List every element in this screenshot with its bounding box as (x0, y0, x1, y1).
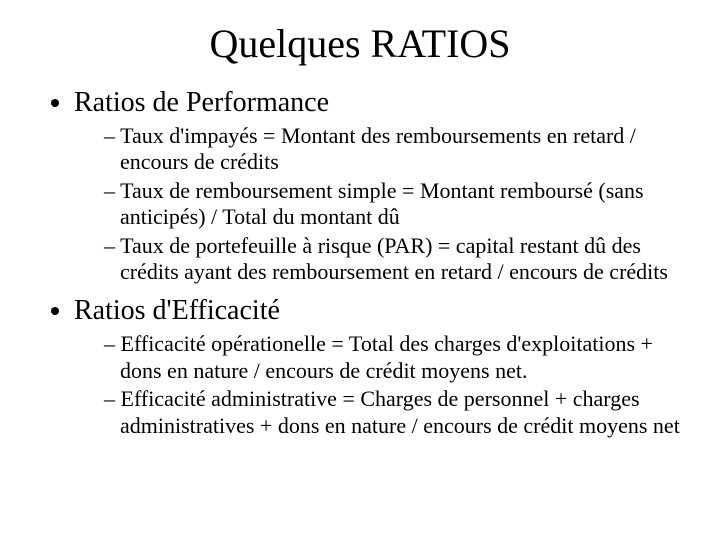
list-item: Taux de remboursement simple = Montant r… (104, 178, 680, 231)
slide: Quelques RATIOS Ratios de Performance Ta… (0, 0, 720, 540)
section-heading: Ratios d'Efficacité (74, 295, 280, 326)
slide-title: Quelques RATIOS (40, 20, 680, 67)
list-item: Efficacité opérationelle = Total des cha… (104, 331, 680, 384)
bullet-list-level1: Ratios de Performance Taux d'impayés = M… (40, 87, 680, 439)
bullet-list-level2: Efficacité opérationelle = Total des cha… (74, 331, 680, 439)
section-efficacite: Ratios d'Efficacité Efficacité opération… (74, 295, 680, 439)
bullet-list-level2: Taux d'impayés = Montant des rembourseme… (74, 123, 680, 285)
list-item: Efficacité administrative = Charges de p… (104, 386, 680, 439)
list-item: Taux de portefeuille à risque (PAR) = ca… (104, 233, 680, 286)
section-heading: Ratios de Performance (74, 87, 329, 118)
section-performance: Ratios de Performance Taux d'impayés = M… (74, 87, 680, 285)
list-item: Taux d'impayés = Montant des rembourseme… (104, 123, 680, 176)
